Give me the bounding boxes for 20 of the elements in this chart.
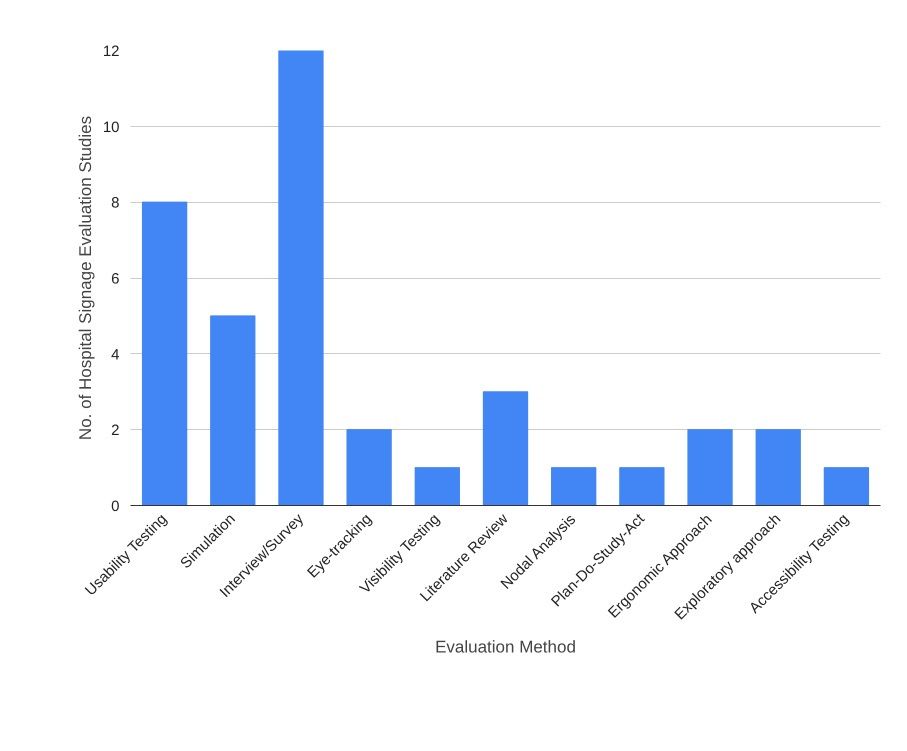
y-tick-label: 4 <box>111 346 120 364</box>
bar <box>551 467 596 506</box>
x-axis-title: Evaluation Method <box>435 637 576 656</box>
y-tick-label: 2 <box>111 422 120 440</box>
y-tick-label: 10 <box>102 118 120 136</box>
bar <box>482 391 528 506</box>
y-tick-label: 12 <box>102 43 120 60</box>
bar <box>756 429 801 506</box>
bar <box>824 467 870 506</box>
bar <box>687 429 733 506</box>
y-tick-label: 0 <box>111 498 120 515</box>
bar <box>346 429 392 506</box>
y-axis-title: No. of Hospital Signage Evaluation Studies <box>76 116 95 440</box>
bar <box>210 315 256 506</box>
bar <box>142 202 188 506</box>
y-tick-label: 6 <box>111 270 120 288</box>
bar <box>414 467 460 506</box>
y-tick-label: 8 <box>111 194 120 212</box>
bar <box>278 50 324 506</box>
bar <box>619 467 665 506</box>
